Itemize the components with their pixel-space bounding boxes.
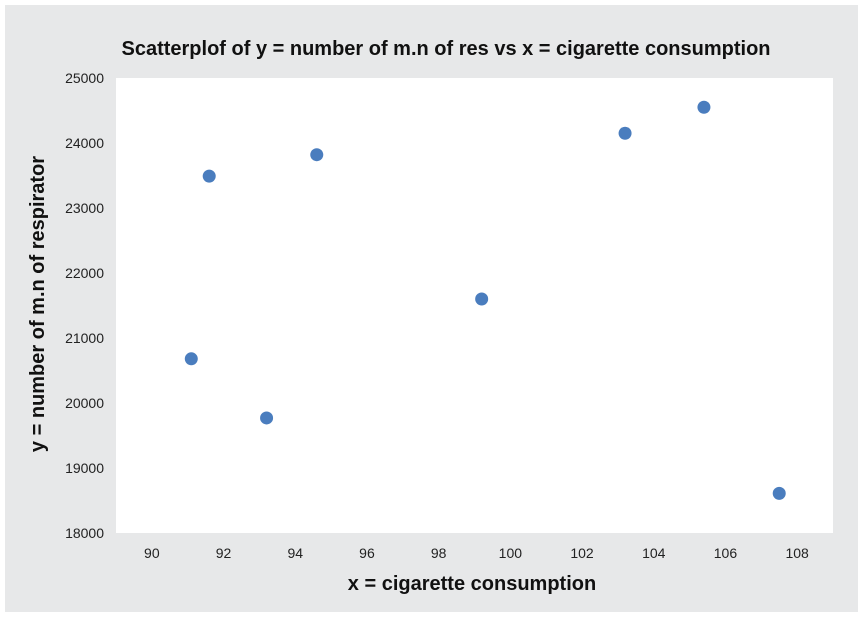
scatter-point (184, 352, 198, 366)
y-tick-label: 23000 (65, 200, 104, 216)
scatter-point (202, 169, 216, 183)
x-tick-label: 108 (785, 545, 809, 561)
y-tick-label: 22000 (65, 265, 104, 281)
x-tick-label: 102 (570, 545, 594, 561)
y-tick-label: 24000 (65, 135, 104, 151)
y-tick-label: 18000 (65, 525, 104, 541)
y-axis-label: y = number of m.n of respirator (27, 156, 49, 452)
scatter-point (310, 148, 324, 162)
x-axis-ticks: 90 92 94 96 98 100 102 104 106 108 (144, 545, 809, 561)
y-axis-ticks: 18000 19000 20000 21000 22000 23000 24000 25000 (65, 70, 104, 541)
y-tick-label: 25000 (65, 70, 104, 86)
data-points (184, 100, 786, 500)
scatter-point (618, 126, 632, 140)
chart-title: Scatterplof of y = number of m.n of res … (121, 38, 770, 60)
y-tick-label: 21000 (65, 330, 104, 346)
scatter-point (260, 411, 274, 425)
x-tick-label: 104 (642, 545, 666, 561)
x-axis-label: x = cigarette consumption (348, 573, 596, 595)
scatter-point (475, 292, 489, 306)
plot-area (116, 78, 833, 533)
y-tick-label: 20000 (65, 395, 104, 411)
x-tick-label: 98 (431, 545, 447, 561)
x-tick-label: 106 (714, 545, 738, 561)
x-tick-label: 90 (144, 545, 160, 561)
x-tick-label: 100 (499, 545, 523, 561)
y-tick-label: 19000 (65, 460, 104, 476)
x-tick-label: 92 (216, 545, 232, 561)
x-tick-label: 96 (359, 545, 375, 561)
scatter-point (772, 486, 786, 500)
x-tick-label: 94 (287, 545, 303, 561)
scatter-point (697, 100, 711, 114)
